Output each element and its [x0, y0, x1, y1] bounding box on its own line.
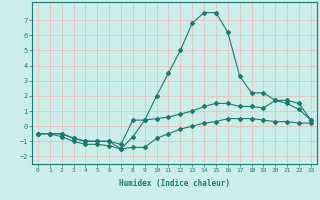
X-axis label: Humidex (Indice chaleur): Humidex (Indice chaleur)	[119, 179, 230, 188]
